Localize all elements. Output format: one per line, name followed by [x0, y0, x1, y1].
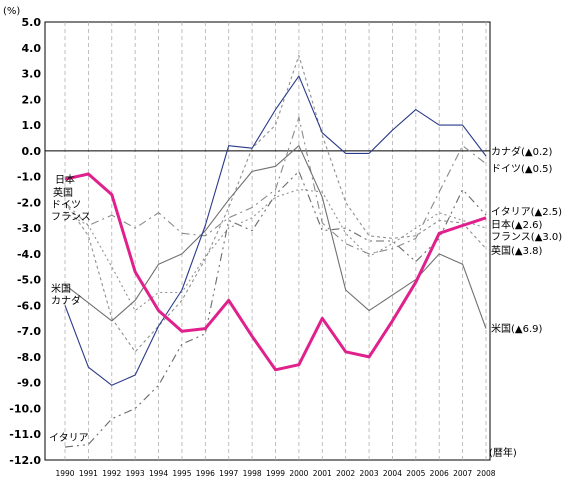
x-tick-label: 2007	[453, 469, 472, 478]
x-unit-label: (暦年)	[489, 446, 517, 459]
series-lines	[64, 54, 487, 448]
x-tick-label: 2003	[360, 469, 379, 478]
y-tick-label: 4.0	[22, 42, 42, 55]
x-tick-label: 1997	[219, 469, 238, 478]
y-tick-label: -3.0	[17, 222, 41, 235]
x-tick-label: 1990	[55, 469, 74, 478]
series-line-japan	[64, 172, 487, 372]
y-axis-ticks: 5.0 4.0 3.0 2.0 1.0 0.0 -1.0 -2.0 -3.0 -4.0 -5.0 -6…	[9, 16, 41, 467]
right-label-canada: カナダ(▲0.2)	[491, 145, 552, 158]
left-label-japan: 日本	[55, 173, 75, 186]
left-label-canada: カナダ	[51, 294, 81, 307]
x-tick-label: 2005	[406, 469, 425, 478]
right-label-japan: 日本(▲2.6)	[491, 218, 542, 231]
left-label-france: フランス	[51, 211, 91, 223]
right-label-france: フランス(▲3.0)	[491, 231, 562, 243]
left-label-germany: ドイツ	[51, 200, 81, 211]
right-label-uk: 英国(▲3.8)	[491, 244, 542, 257]
x-tick-label: 1993	[126, 469, 145, 478]
grid	[45, 22, 490, 460]
y-tick-label: -2.0	[17, 196, 41, 209]
y-unit-label: (%)	[3, 6, 20, 17]
series-line-france	[64, 188, 487, 312]
y-tick-label: 0.0	[22, 145, 42, 158]
y-tick-label: 1.0	[22, 119, 42, 132]
y-tick-label: -8.0	[17, 351, 41, 364]
x-tick-label: 1994	[149, 469, 168, 478]
x-tick-label: 2008	[476, 469, 495, 478]
series-line-canada	[64, 75, 487, 386]
series-line-germany	[64, 116, 487, 255]
y-tick-label: -1.0	[17, 171, 41, 184]
right-label-italy: イタリア(▲2.5)	[491, 206, 562, 218]
x-tick-label: 2001	[313, 469, 332, 478]
right-label-germany: ドイツ(▲0.5)	[491, 164, 552, 175]
y-tick-label: -6.0	[17, 299, 41, 312]
y-tick-label: -9.0	[17, 377, 41, 390]
x-tick-label: 1998	[243, 469, 262, 478]
x-tick-label: 1999	[266, 469, 285, 478]
x-tick-label: 2000	[289, 469, 308, 478]
x-tick-label: 2004	[383, 469, 402, 478]
left-label-italy: イタリア	[49, 432, 89, 444]
y-tick-label: -7.0	[17, 325, 41, 338]
x-tick-label: 2006	[430, 469, 449, 478]
x-tick-label: 1991	[79, 469, 98, 478]
y-tick-label: -4.0	[17, 248, 41, 261]
x-tick-label: 1995	[172, 469, 191, 478]
left-label-uk: 英国	[53, 186, 73, 199]
x-tick-label: 1992	[102, 469, 121, 478]
x-axis-ticks: 1990 1991 1992 1993 1994 1995 1996 1997 1998 1999…	[55, 469, 495, 478]
x-tick-label: 1996	[196, 469, 215, 478]
x-tick-label: 2002	[336, 469, 355, 478]
y-tick-label: -11.0	[9, 428, 41, 441]
right-label-us: 米国(▲6.9)	[491, 322, 542, 335]
left-label-us: 米国	[51, 282, 71, 295]
y-tick-label: 2.0	[22, 93, 42, 106]
y-tick-label: -10.0	[9, 402, 41, 415]
y-tick-label: -5.0	[17, 274, 41, 287]
y-tick-label: -12.0	[9, 454, 41, 467]
y-tick-label: 5.0	[22, 16, 42, 29]
y-tick-label: 3.0	[22, 68, 42, 81]
